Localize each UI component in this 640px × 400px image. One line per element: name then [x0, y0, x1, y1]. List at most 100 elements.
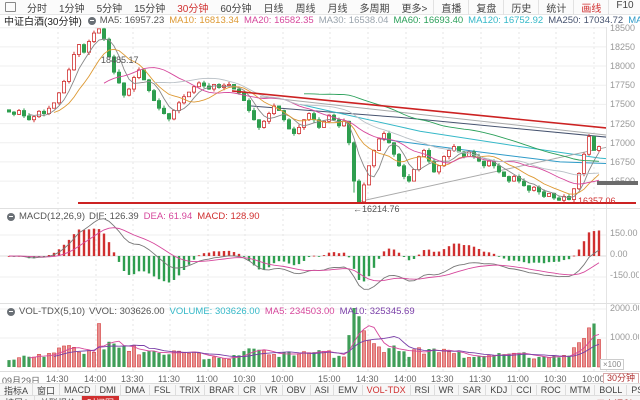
time-label: 13:30	[121, 374, 144, 384]
indicator-button[interactable]: ROC	[537, 385, 566, 395]
time-label: 10:00	[582, 374, 605, 384]
time-axis: 09月29日 14:30 14:00 13:30 11:30 11:00 10:30 10:0…	[0, 371, 640, 386]
collapse-icon[interactable]	[87, 16, 96, 25]
period-tab[interactable]: 更多>	[401, 3, 428, 15]
price-axis-border	[606, 27, 607, 371]
legend-item: MACD: 128.90	[197, 211, 260, 222]
bottom-tab[interactable]: 时间图	[82, 395, 120, 400]
indicator-button[interactable]: VR	[261, 385, 283, 395]
menu-item[interactable]: F10	[608, 0, 640, 15]
macd-indicator-name: MACD(12,26,9)	[19, 211, 85, 222]
period-tab[interactable]: 月线	[327, 3, 348, 15]
indicator-toolbar: 指标A 窗口 MACD DMI DMA FSL TRIX BRAR CR VR OBV ASI EMV V…	[0, 383, 640, 396]
legend-item: MA5: 16957.23	[99, 15, 165, 26]
bottom-toolbar: 扩展A关联报价时间图 用户福利	[0, 395, 640, 400]
menu-item[interactable]: 画线	[573, 0, 608, 15]
bottom-tab[interactable]: 关联报价	[35, 395, 83, 400]
peak-price-annotation: 18485.17	[101, 55, 139, 65]
indicator-button[interactable]: OBV	[283, 385, 311, 395]
macd-axis-label: -150.00	[610, 270, 639, 280]
menu-item[interactable]: 历史	[503, 0, 538, 15]
volume-legend: VVOL: 303626.00 VOLUME: 303626.00 MA5: 234…	[89, 306, 420, 317]
indicator-button[interactable]: VOL-TDX	[363, 385, 411, 395]
period-tab[interactable]: 15分钟	[134, 3, 166, 15]
macd-header: MACD(12,26,9) DIF: 126.39 DEA: 61.94 MACD:…	[3, 211, 265, 222]
price-axis-label: 17000	[610, 138, 639, 148]
volume-unit-label: ×100	[600, 359, 625, 370]
info-bar: 中证白酒(30分钟) MA5: 16957.23 MA10: 16813.34 MA…	[0, 14, 640, 27]
legend-item: DEA: 61.94	[143, 211, 193, 222]
price-axis-label: 17750	[610, 80, 639, 90]
candlestick-canvas[interactable]	[0, 27, 639, 207]
time-label: 14:00	[394, 374, 417, 384]
indicator-button[interactable]: CR	[239, 385, 262, 395]
legend-item: VOLUME: 303626.00	[169, 306, 260, 317]
indicator-button[interactable]: MTM	[566, 385, 596, 395]
indicator-button[interactable]: 指标A	[0, 384, 34, 396]
indicator-button[interactable]: BOLL	[595, 385, 628, 395]
time-label: 15:00	[318, 374, 341, 384]
price-marker-bar	[597, 181, 638, 185]
macd-panel[interactable]: MACD(12,26,9) DIF: 126.39 DEA: 61.94 MACD:…	[0, 208, 640, 303]
menu-item[interactable]: 直播	[433, 0, 468, 15]
volume-panel[interactable]: VOL-TDX(5,10) VVOL: 303626.00 VOLUME: 303…	[0, 303, 640, 372]
price-axis-label: 17250	[610, 119, 639, 129]
period-tab[interactable]: 日线	[263, 3, 284, 15]
legend-item: VVOL: 303626.00	[89, 306, 165, 317]
price-axis-label: 18500	[610, 23, 639, 33]
period-tab[interactable]: 30分钟	[177, 3, 209, 15]
indicator-button[interactable]: WR	[435, 385, 459, 395]
period-tab[interactable]: 5分钟	[96, 3, 123, 15]
price-line-label: 16357.06	[578, 196, 616, 206]
indicator-button[interactable]: ASI	[311, 385, 335, 395]
indicator-button[interactable]: PSY	[627, 385, 640, 395]
period-tab[interactable]: 周线	[295, 3, 316, 15]
indicator-button[interactable]: EMV	[334, 385, 363, 395]
price-axis-label: 17500	[610, 99, 639, 109]
macd-canvas[interactable]	[0, 209, 606, 303]
collapse-icon[interactable]	[7, 307, 15, 316]
price-axis-label: 18000	[610, 61, 639, 71]
time-label: 10:30	[544, 374, 567, 384]
legend-item: MA10: 16813.34	[169, 15, 239, 26]
period-tab[interactable]: 60分钟	[220, 3, 252, 15]
candlestick-chart[interactable]: 18485.17	[0, 27, 640, 207]
menu-item[interactable]: 复盘	[468, 0, 503, 15]
period-tab[interactable]: 分时	[27, 3, 47, 15]
price-axis-label: 18250	[610, 42, 639, 52]
low-price-annotation: ←16214.76	[353, 204, 400, 214]
volume-axis-label: 1000.00	[610, 332, 639, 342]
macd-axis-label: 0.00	[610, 249, 639, 259]
indicator-button[interactable]: FSL	[150, 385, 176, 395]
time-label: 11:00	[196, 374, 218, 384]
indicator-button[interactable]: BRAR	[205, 385, 240, 395]
indicator-button[interactable]: KDJ	[486, 385, 513, 395]
volume-canvas[interactable]	[0, 304, 606, 372]
indicator-button[interactable]: DMI	[96, 385, 122, 395]
bottom-tab[interactable]: 扩展A	[0, 395, 36, 400]
indicator-button[interactable]: SAR	[459, 385, 487, 395]
time-label: 14:30	[356, 374, 379, 384]
indicator-button[interactable]: RSI	[411, 385, 435, 395]
stock-list-icon[interactable]	[5, 2, 16, 12]
legend-item: MA60: 16693.40	[393, 15, 464, 26]
period-tab[interactable]: 1分钟	[59, 3, 85, 15]
legend-item: MA250: 17034.72	[548, 15, 624, 26]
period-tab[interactable]: 多周期	[359, 3, 390, 15]
collapse-icon[interactable]	[7, 212, 15, 221]
indicator-button[interactable]: CCI	[512, 385, 537, 395]
horizontal-price-line[interactable]	[78, 202, 636, 204]
top-menu: 直播复盘历史统计画线F10标记自选返回	[433, 0, 640, 15]
indicator-button[interactable]: TRIX	[176, 385, 206, 395]
menu-item[interactable]: 统计	[538, 0, 573, 15]
indicator-button[interactable]: 窗口	[33, 384, 61, 396]
indicator-button[interactable]: MACD	[60, 385, 96, 395]
legend-item: DIF: 126.39	[89, 211, 139, 222]
time-label: 11:00	[507, 374, 529, 384]
time-label: 11:30	[158, 374, 180, 384]
indicator-button[interactable]: DMA	[121, 385, 151, 395]
legend-item: MA120: 16752.92	[468, 15, 544, 26]
macd-legend: DIF: 126.39 DEA: 61.94 MACD: 128.90	[89, 211, 265, 222]
legend-item: MA10: 325345.69	[339, 306, 415, 317]
